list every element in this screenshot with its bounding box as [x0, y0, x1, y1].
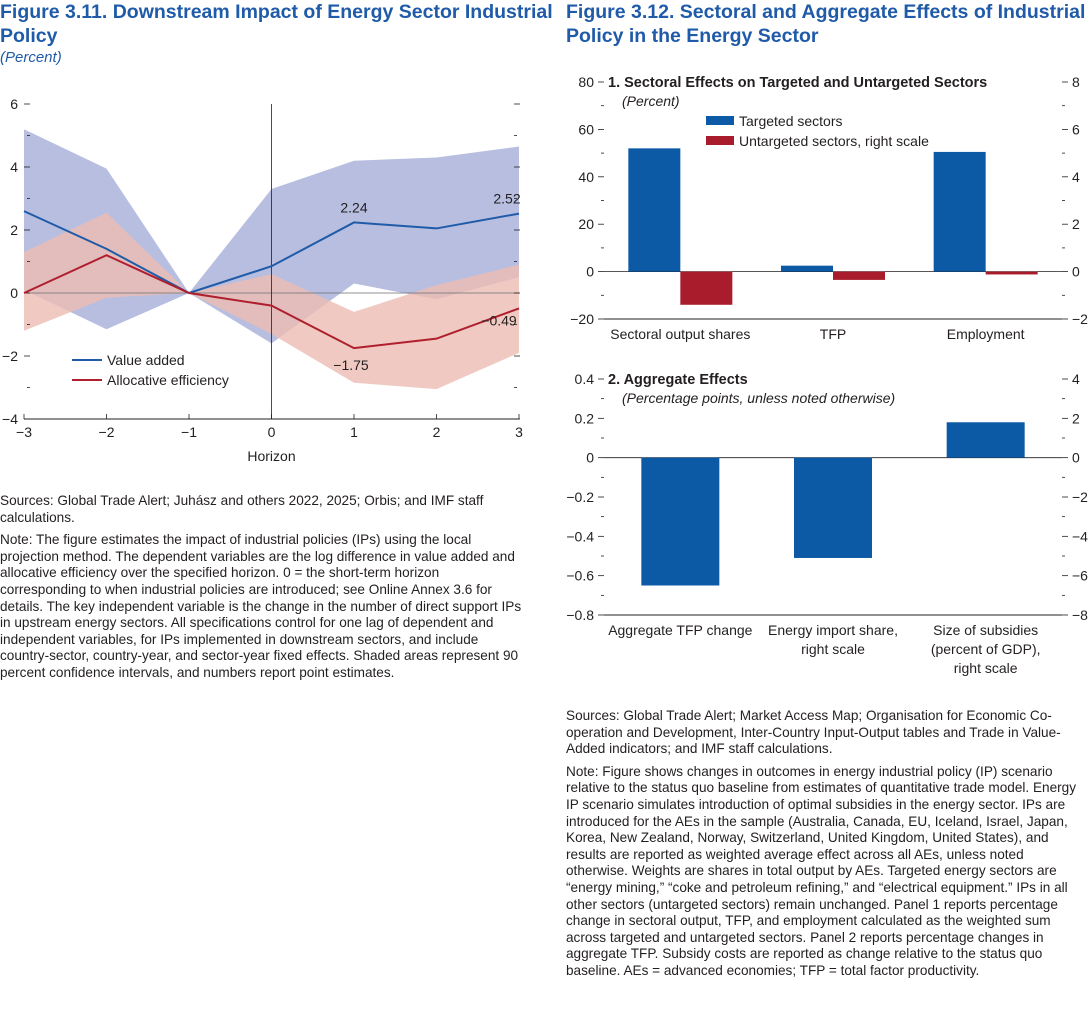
- category-label: Aggregate TFP change: [608, 622, 752, 638]
- y-tick-label-left: 60: [578, 121, 594, 137]
- y-tick-label-right: −6: [1072, 568, 1088, 584]
- bar-aggregate: [794, 457, 872, 558]
- data-label: −0.49: [481, 312, 517, 328]
- y-tick-label-left: 40: [578, 169, 594, 185]
- panel-title: 1. Sectoral Effects on Targeted and Unta…: [608, 75, 987, 91]
- category-label: right scale: [801, 641, 865, 657]
- y-tick-label: 6: [10, 96, 18, 112]
- bar-untargeted: [985, 271, 1038, 275]
- y-tick-label-left: −0.8: [566, 607, 594, 623]
- fig311-title-line2: Policy: [0, 25, 58, 47]
- bar-targeted: [628, 148, 681, 272]
- y-tick-label-right: −2: [1072, 311, 1088, 327]
- bar-targeted: [933, 151, 986, 272]
- y-tick-label: 4: [10, 159, 18, 175]
- bar-targeted: [781, 265, 833, 272]
- fig312-title: Figure 3.12. Sectoral and Aggregate Effe…: [566, 0, 1085, 48]
- data-label: 2.52: [493, 191, 520, 207]
- fig311-sources: Sources: Global Trade Alert; Juhász and …: [0, 493, 484, 525]
- fig311-subtitle: (Percent): [0, 49, 62, 66]
- y-tick-label-right: 6: [1072, 121, 1080, 137]
- fig311-chart: 6 4 2 0 −2 −4−3 −2 −1 0 1 2 3 Horizon 2.24 2.52 −1.75 −0…: [2, 96, 523, 464]
- x-tick-label: 1: [350, 424, 358, 440]
- y-tick-label-right: −4: [1072, 528, 1088, 544]
- category-label: right scale: [954, 660, 1018, 676]
- bar-untargeted: [833, 271, 885, 280]
- category-label: TFP: [820, 326, 846, 342]
- y-tick-label-left: −0.6: [566, 568, 594, 584]
- fig312-panel1-chart: 80 860 640 420 20 0−20 −21. Sectoral Effects o…: [570, 74, 1088, 342]
- y-tick-label-right: 2: [1072, 410, 1080, 426]
- category-label: Size of subsidies: [933, 622, 1038, 638]
- y-tick-label-left: −0.2: [566, 489, 594, 505]
- x-tick-label: 0: [268, 424, 276, 440]
- y-tick-label-right: −8: [1072, 607, 1088, 623]
- y-tick-label: 2: [10, 222, 18, 238]
- fig311-title-line1: Figure 3.11. Downstream Impact of Energy…: [0, 1, 553, 23]
- y-tick-label-right: 4: [1072, 371, 1080, 387]
- legend-label: Untargeted sectors, right scale: [739, 133, 929, 149]
- y-tick-label-left: −20: [570, 311, 594, 327]
- x-tick-label: −3: [16, 424, 32, 440]
- category-label: (percent of GDP),: [931, 641, 1041, 657]
- y-tick-label-right: 4: [1072, 169, 1080, 185]
- y-tick-label-left: 0: [586, 450, 594, 466]
- series-line-0: [23, 210, 520, 295]
- y-tick-label: 0: [10, 285, 18, 301]
- data-label: −1.75: [333, 357, 369, 373]
- panel-subtitle: (Percentage points, unless noted otherwi…: [622, 390, 895, 406]
- y-tick-label-left: −0.4: [566, 528, 594, 544]
- legend-label: Allocative efficiency: [107, 372, 229, 388]
- y-tick-label-right: 0: [1072, 264, 1080, 280]
- fig312-title-line2: Policy in the Energy Sector: [566, 25, 819, 47]
- panel-subtitle: (Percent): [622, 93, 680, 109]
- y-tick-label: −2: [2, 348, 18, 364]
- x-tick-label: 3: [515, 424, 523, 440]
- y-tick-label-left: 0.4: [575, 371, 595, 387]
- bar-untargeted: [680, 271, 733, 305]
- bar-aggregate: [946, 422, 1025, 458]
- x-tick-label: −2: [99, 424, 115, 440]
- y-tick-label: −4: [2, 411, 18, 427]
- legend-swatch-0: [706, 116, 734, 125]
- fig312-sources: Sources: Global Trade Alert; Market Acce…: [566, 708, 1061, 757]
- y-tick-label-right: −2: [1072, 489, 1088, 505]
- category-label: Employment: [947, 326, 1025, 342]
- fig312-note: Note: Figure shows changes in outcomes i…: [566, 763, 1077, 978]
- fig311-title: Figure 3.11. Downstream Impact of Energy…: [0, 0, 553, 48]
- y-tick-label-left: 20: [578, 216, 594, 232]
- y-tick-label-left: 0.2: [575, 410, 595, 426]
- y-tick-label-left: 0: [586, 264, 594, 280]
- data-label: 2.24: [340, 199, 367, 215]
- category-label: Sectoral output shares: [610, 326, 750, 342]
- x-tick-label: 2: [433, 424, 441, 440]
- y-tick-label-right: 0: [1072, 450, 1080, 466]
- fig312-panel2-chart: 0.4 4 0.2 2 0 0 −0.2 −2 −0.4 −4 −0.6 −6 −0.8 −8 2. Agg…: [566, 371, 1088, 676]
- panel-title: 2. Aggregate Effects: [608, 372, 748, 388]
- category-label: Energy import share,: [768, 622, 898, 638]
- fig312-title-line1: Figure 3.12. Sectoral and Aggregate Effe…: [566, 1, 1086, 23]
- x-axis-label: Horizon: [247, 448, 295, 464]
- y-tick-label-right: 8: [1072, 74, 1080, 90]
- y-tick-label-left: 80: [578, 74, 594, 90]
- legend-swatch-1: [706, 136, 734, 145]
- x-tick-label: −1: [181, 424, 197, 440]
- legend-label: Targeted sectors: [739, 113, 843, 129]
- fig311-note: Note: The figure estimates the impact of…: [0, 532, 522, 680]
- series-line-1: [23, 254, 520, 350]
- y-tick-label-right: 2: [1072, 216, 1080, 232]
- legend-label: Value added: [107, 352, 185, 368]
- fig312-notes: Sources: Global Trade Alert; Market Acce…: [566, 708, 1088, 986]
- bar-aggregate: [641, 457, 720, 586]
- fig311-notes: Sources: Global Trade Alert; Juhász and …: [0, 493, 528, 688]
